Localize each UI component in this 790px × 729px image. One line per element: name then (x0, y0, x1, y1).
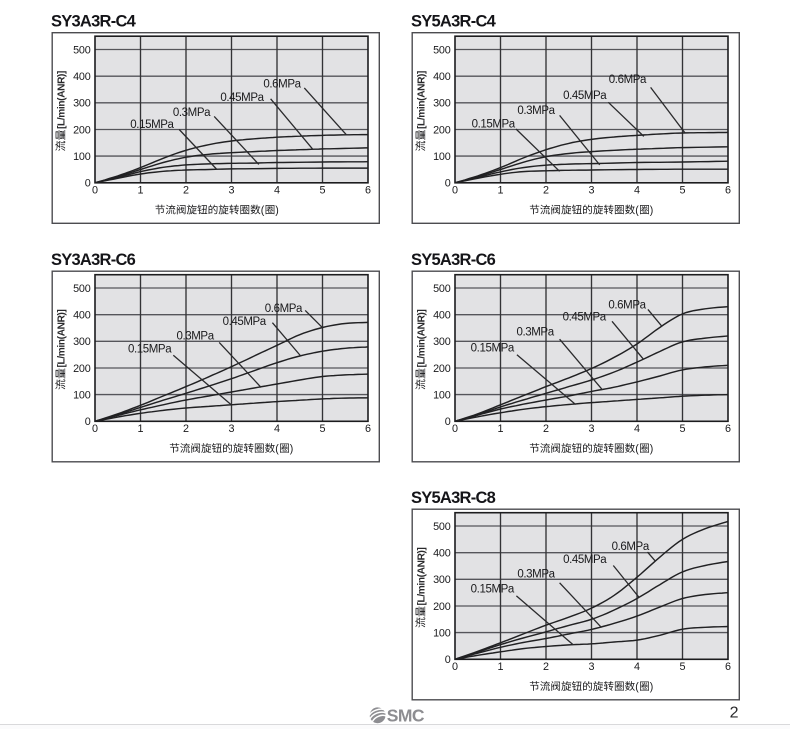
svg-text:(: ( (275, 443, 279, 455)
svg-text:0.6MPa: 0.6MPa (263, 79, 301, 91)
svg-text:0.6MPa: 0.6MPa (608, 299, 646, 311)
svg-text:0.45MPa: 0.45MPa (223, 316, 267, 328)
svg-text:SY5A3R-C6: SY5A3R-C6 (411, 251, 496, 269)
svg-text:0.6MPa: 0.6MPa (265, 303, 303, 315)
svg-text:0.15MPa: 0.15MPa (128, 344, 172, 356)
svg-text:(: ( (261, 205, 265, 217)
svg-text:SY5A3R-C8: SY5A3R-C8 (411, 489, 496, 507)
svg-text:SY5A3R-C4: SY5A3R-C4 (411, 13, 497, 31)
svg-text:): ) (650, 205, 654, 217)
svg-text:(: ( (635, 443, 639, 455)
svg-text:0.45MPa: 0.45MPa (563, 311, 607, 323)
svg-text:SY3A3R-C4: SY3A3R-C4 (51, 13, 137, 31)
svg-text:0.45MPa: 0.45MPa (563, 90, 607, 102)
svg-text:0.3MPa: 0.3MPa (517, 105, 555, 117)
svg-text:0.6MPa: 0.6MPa (612, 541, 650, 553)
svg-text:0.15MPa: 0.15MPa (471, 342, 515, 354)
svg-text:0.15MPa: 0.15MPa (471, 583, 515, 595)
svg-text:0.45MPa: 0.45MPa (563, 554, 607, 566)
svg-text:0.15MPa: 0.15MPa (130, 119, 174, 131)
svg-text:): ) (275, 205, 279, 217)
svg-text:): ) (650, 443, 654, 455)
svg-text:0.3MPa: 0.3MPa (176, 330, 214, 342)
svg-text:0.6MPa: 0.6MPa (609, 74, 647, 86)
svg-text:0.3MPa: 0.3MPa (173, 107, 211, 119)
svg-text:0.3MPa: 0.3MPa (516, 327, 554, 339)
svg-text:): ) (650, 681, 654, 693)
svg-text:SY3A3R-C6: SY3A3R-C6 (51, 251, 136, 269)
svg-text:0.45MPa: 0.45MPa (220, 92, 264, 104)
svg-text:2: 2 (730, 705, 739, 722)
svg-text:(: ( (635, 205, 639, 217)
svg-text:SMC: SMC (387, 706, 425, 726)
svg-text:): ) (290, 443, 294, 455)
svg-text:0.3MPa: 0.3MPa (517, 568, 555, 580)
svg-text:0.15MPa: 0.15MPa (472, 119, 516, 131)
svg-text:(: ( (635, 681, 639, 693)
